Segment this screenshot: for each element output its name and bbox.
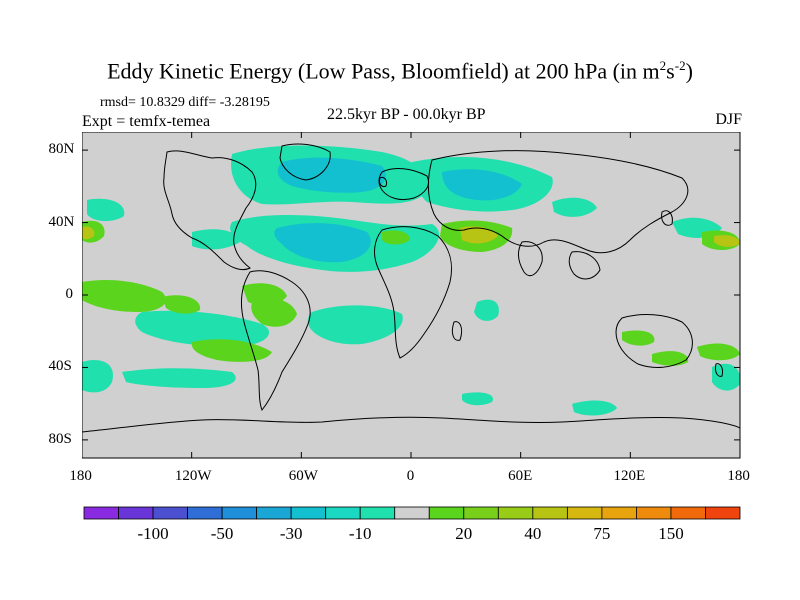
neg-central-atlantic-core — [274, 223, 371, 263]
x-tick-label: 180 — [69, 468, 92, 484]
colorbar-swatch — [152, 506, 188, 520]
coast-north-america — [163, 150, 257, 271]
colorbar-swatch — [428, 506, 465, 520]
coast-southeast-asia — [568, 251, 601, 280]
colorbar-swatch — [359, 506, 396, 520]
coastlines — [82, 143, 740, 433]
colorbar-swatch — [187, 506, 223, 520]
neg-indian — [474, 299, 499, 321]
pos-north-africa — [247, 284, 267, 297]
plot-title: Eddy Kinetic Energy (Low Pass, Bloomfiel… — [107, 58, 693, 84]
neg-north-pacific — [552, 197, 597, 217]
coast-africa — [374, 226, 452, 359]
colorbar-label: 20 — [455, 524, 472, 543]
y-tick-label: 80N — [48, 141, 75, 158]
experiment-label: Expt = temfx-temea — [82, 113, 211, 130]
colorbar-label: -10 — [349, 524, 372, 543]
neg-south-atlantic — [307, 305, 403, 345]
pos-east-pacific — [82, 280, 166, 312]
colorbar-swatch — [463, 506, 499, 520]
colorbar-swatch — [705, 506, 741, 520]
pos-east-pacific-2 — [162, 295, 201, 314]
map-field — [82, 132, 740, 458]
colorbar: -100 -50 -30 -10 20 40 75 150 — [83, 506, 743, 551]
coast-india — [517, 241, 543, 277]
colorbar-swatch — [256, 506, 292, 520]
stats-text: rmsd= 10.8329 diff= -3.28195 — [100, 95, 270, 110]
coast-uk — [379, 177, 387, 187]
colorbar-swatch — [394, 506, 430, 520]
colorbar-label: 150 — [658, 524, 684, 543]
y-tick-label: 0 — [65, 286, 74, 302]
coast-japan — [661, 210, 673, 226]
neg-siberia-core — [442, 169, 522, 201]
pos-south-pacific — [191, 339, 272, 362]
pos-mid-atlantic — [382, 230, 410, 245]
y-tick-label: 40S — [48, 358, 72, 375]
colorbar-label: 40 — [524, 524, 541, 543]
colorbar-svg: -100 -50 -30 -10 20 40 75 150 — [83, 506, 741, 543]
pos-arabia-core — [460, 226, 498, 244]
season-label: DJF — [715, 111, 742, 128]
colorbar-swatch — [566, 506, 603, 520]
neg-south-pacific — [135, 310, 270, 347]
neg-southwest — [82, 360, 113, 393]
coast-europe — [378, 168, 429, 201]
pos-japan-core — [714, 235, 740, 247]
colorbar-label: -30 — [280, 524, 303, 543]
colorbar-swatch — [83, 506, 119, 520]
y-tick-label: 40N — [48, 213, 75, 230]
colorbar-swatch — [118, 506, 154, 520]
colorbar-swatch — [221, 506, 258, 520]
coast-greenland — [279, 143, 331, 181]
coast-new-zealand — [715, 363, 723, 377]
y-tick-label: 80S — [48, 430, 72, 447]
coast-south-america — [241, 270, 311, 411]
period-label: 22.5kyr BP - 00.0kyr BP — [327, 106, 486, 123]
colorbar-swatch — [497, 506, 534, 520]
colorbar-swatch — [290, 506, 327, 520]
colorbar-label: -100 — [137, 524, 168, 543]
map-panel: 80N 40N 0 40S 80S 180 120W 60W 0 60E 120E 180 — [49, 131, 762, 484]
pos-west-south-atlantic — [251, 298, 297, 327]
map-svg — [81, 131, 741, 459]
coast-australia — [615, 314, 693, 368]
coast-asia — [427, 150, 689, 254]
colorbar-swatch — [601, 506, 637, 520]
colorbar-label: 75 — [593, 524, 610, 543]
neg-australia-east — [712, 363, 740, 391]
neg-south-indian — [572, 400, 617, 416]
neg-pacific-north — [87, 198, 125, 222]
x-tick-label: 120E — [613, 468, 646, 484]
colorbar-swatch — [532, 506, 568, 520]
colorbar-swatch — [636, 506, 672, 520]
x-axis — [81, 132, 741, 458]
colorbar-label: -50 — [211, 524, 234, 543]
colorbar-swatch — [325, 506, 361, 520]
coast-antarctica — [82, 416, 740, 433]
neg-north-atlantic-core — [277, 157, 386, 193]
x-tick-label: 180 — [727, 468, 750, 484]
pos-south-indian-2 — [652, 351, 689, 366]
pos-south-indian — [622, 330, 655, 346]
neg-south-atlantic-band — [122, 368, 236, 388]
x-tick-label: 0 — [406, 468, 415, 484]
y-axis — [82, 149, 740, 441]
x-tick-label: 60W — [288, 468, 318, 484]
coast-madagascar — [451, 321, 463, 341]
colorbar-swatch — [670, 506, 706, 520]
pos-southeast-pacific — [697, 343, 740, 361]
pos-central-pacific-core — [82, 226, 95, 240]
x-tick-label: 60E — [508, 468, 533, 484]
neg-south-indian-2 — [462, 392, 493, 406]
x-tick-label: 120W — [174, 468, 212, 484]
